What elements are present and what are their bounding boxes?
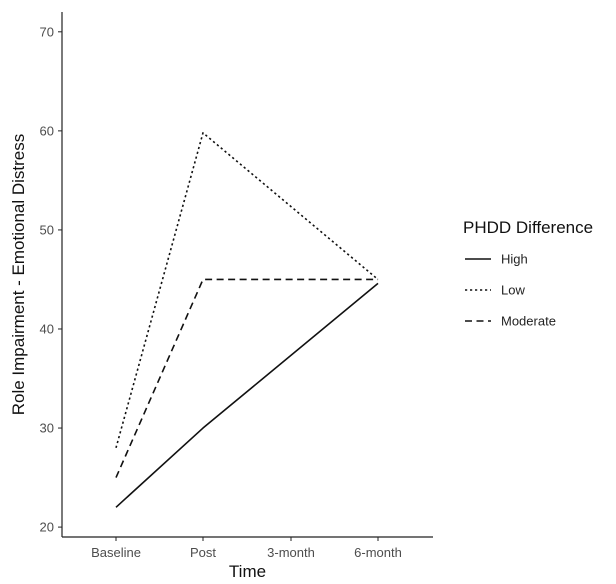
- y-tick-label: 70: [40, 24, 54, 39]
- x-tick-label: 3-month: [267, 545, 315, 560]
- y-tick-label: 20: [40, 520, 54, 535]
- series-line-moderate: [115, 278, 378, 478]
- x-axis-title: Time: [229, 562, 266, 581]
- y-axis-ticks: 20 30 40 50 60 70: [40, 24, 62, 535]
- x-axis-ticks: Baseline Post 3-month 6-month: [91, 537, 402, 560]
- legend-title: PHDD Difference: [463, 218, 593, 237]
- series-line-high: [115, 282, 379, 508]
- legend-label-low: Low: [501, 283, 525, 298]
- x-tick-label: 6-month: [354, 545, 402, 560]
- legend: PHDD Difference High Low Moderate: [463, 218, 593, 329]
- legend-label-high: High: [501, 252, 528, 267]
- y-tick-label: 40: [40, 321, 54, 336]
- y-tick-label: 60: [40, 123, 54, 138]
- x-tick-label: Baseline: [91, 545, 141, 560]
- plot-area: [115, 132, 379, 508]
- legend-items: High Low Moderate: [465, 252, 556, 329]
- x-tick-label: Post: [190, 545, 216, 560]
- series-line-low: [115, 132, 379, 449]
- y-tick-label: 50: [40, 222, 54, 237]
- legend-label-moderate: Moderate: [501, 314, 556, 329]
- axes: [61, 12, 433, 538]
- y-axis-title: Role Impairment - Emotional Distress: [9, 134, 28, 416]
- y-tick-label: 30: [40, 421, 54, 436]
